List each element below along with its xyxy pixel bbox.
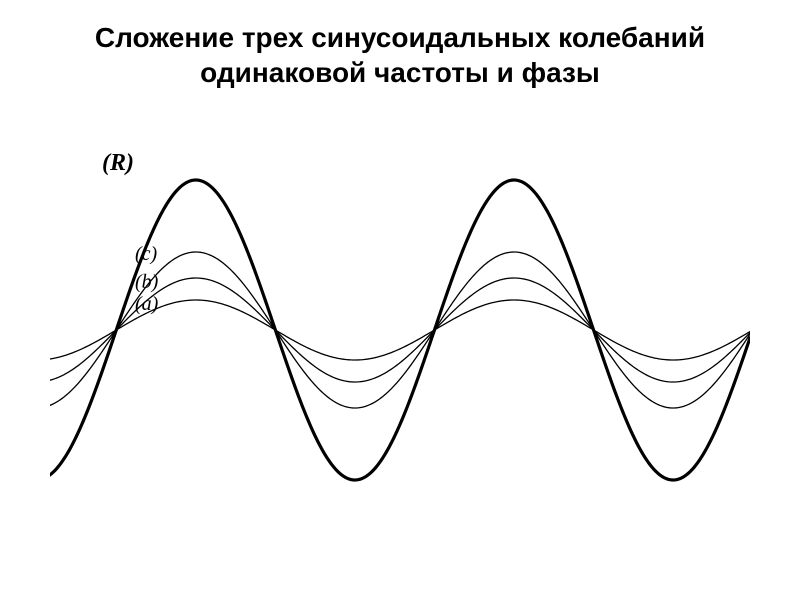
curve-label-b: (b) [135, 271, 159, 293]
curve-b [50, 278, 750, 382]
chart-title: Сложение трех синусоидальных колебаний о… [0, 0, 800, 90]
curve-label-R: (R) [102, 150, 134, 176]
curve-R [50, 180, 750, 480]
wave-svg: (a)(b)(c)(R) [50, 130, 750, 530]
curve-c [50, 252, 750, 408]
wave-chart: (a)(b)(c)(R) [50, 130, 750, 530]
